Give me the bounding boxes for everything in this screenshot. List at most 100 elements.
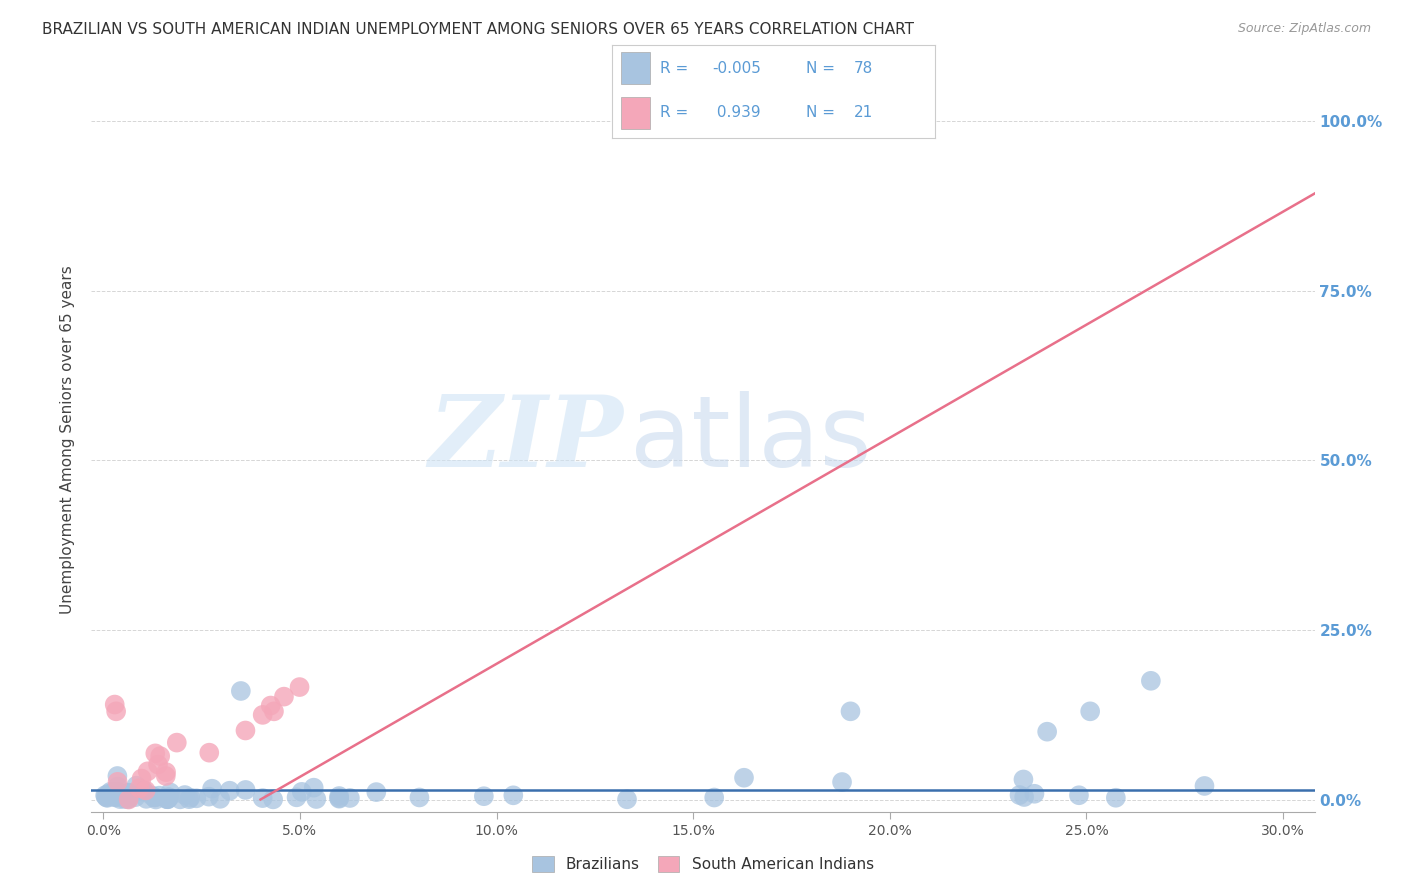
Point — [1078, 704, 1101, 718]
Point — [143, 790, 166, 805]
Point — [155, 769, 177, 783]
Point — [408, 790, 430, 805]
Point — [136, 764, 159, 779]
Point — [328, 791, 350, 805]
Point — [148, 789, 170, 803]
Point — [235, 783, 257, 797]
Point — [1012, 772, 1035, 787]
Point — [105, 785, 128, 799]
Point — [118, 791, 141, 805]
Point — [169, 792, 191, 806]
Point — [179, 790, 201, 805]
Point — [262, 792, 284, 806]
Text: 0.939: 0.939 — [711, 105, 761, 120]
Point — [156, 792, 179, 806]
Text: R =: R = — [661, 105, 689, 120]
Text: ZIP: ZIP — [429, 391, 623, 488]
Point — [135, 783, 157, 797]
Point — [1024, 787, 1046, 801]
Point — [108, 787, 131, 801]
Point — [104, 790, 127, 805]
Point — [1008, 788, 1031, 802]
Point — [703, 790, 725, 805]
Point — [131, 772, 153, 786]
Point — [117, 786, 139, 800]
Point — [252, 707, 274, 722]
Point — [107, 784, 129, 798]
Point — [186, 791, 208, 805]
Point — [201, 781, 224, 796]
Point — [839, 704, 862, 718]
Point — [94, 789, 117, 804]
Text: -0.005: -0.005 — [711, 61, 761, 76]
Point — [134, 784, 156, 798]
Point — [157, 790, 180, 805]
Text: 21: 21 — [855, 105, 873, 120]
Point — [125, 779, 148, 793]
Point — [291, 785, 314, 799]
Point — [366, 785, 388, 799]
Point — [96, 790, 118, 805]
Point — [159, 785, 181, 799]
Point — [156, 792, 179, 806]
Point — [328, 789, 350, 803]
Point — [155, 765, 177, 780]
Point — [107, 774, 129, 789]
Text: BRAZILIAN VS SOUTH AMERICAN INDIAN UNEMPLOYMENT AMONG SENIORS OVER 65 YEARS CORR: BRAZILIAN VS SOUTH AMERICAN INDIAN UNEMP… — [42, 22, 914, 37]
Point — [302, 780, 325, 795]
Point — [305, 792, 328, 806]
Point — [260, 698, 283, 713]
Point — [96, 790, 118, 805]
Point — [104, 789, 127, 804]
Point — [143, 747, 166, 761]
Point — [101, 789, 124, 803]
Point — [198, 789, 221, 804]
FancyBboxPatch shape — [621, 52, 651, 84]
Point — [118, 787, 141, 801]
Point — [173, 788, 195, 802]
FancyBboxPatch shape — [621, 97, 651, 129]
Text: R =: R = — [661, 61, 689, 76]
Point — [285, 790, 308, 805]
Point — [502, 789, 524, 803]
Point — [141, 789, 163, 803]
Point — [831, 775, 853, 789]
Text: atlas: atlas — [630, 391, 872, 488]
Point — [1012, 789, 1035, 804]
Point — [177, 792, 200, 806]
Point — [135, 792, 157, 806]
Point — [1140, 673, 1163, 688]
Point — [118, 786, 141, 800]
Legend: Brazilians, South American Indians: Brazilians, South American Indians — [526, 850, 880, 879]
Point — [166, 736, 188, 750]
Text: N =: N = — [806, 61, 835, 76]
Point — [252, 791, 274, 805]
Point — [124, 790, 146, 805]
Point — [733, 771, 755, 785]
Point — [97, 787, 120, 801]
Point — [117, 792, 139, 806]
Point — [229, 684, 252, 698]
Text: N =: N = — [806, 105, 835, 120]
Point — [105, 769, 128, 783]
Point — [1036, 724, 1059, 739]
Point — [1105, 790, 1128, 805]
Point — [132, 783, 155, 797]
Point — [472, 789, 495, 804]
Point — [146, 757, 169, 772]
Point — [273, 690, 295, 704]
Point — [288, 680, 311, 694]
Point — [157, 790, 180, 805]
Point — [339, 791, 361, 805]
Point — [118, 792, 141, 806]
Point — [145, 792, 167, 806]
Point — [143, 790, 166, 805]
Point — [218, 783, 240, 797]
Point — [108, 792, 131, 806]
Point — [328, 791, 350, 805]
Point — [198, 746, 221, 760]
Text: 78: 78 — [855, 61, 873, 76]
Point — [209, 792, 232, 806]
Point — [94, 789, 117, 803]
Point — [112, 792, 135, 806]
